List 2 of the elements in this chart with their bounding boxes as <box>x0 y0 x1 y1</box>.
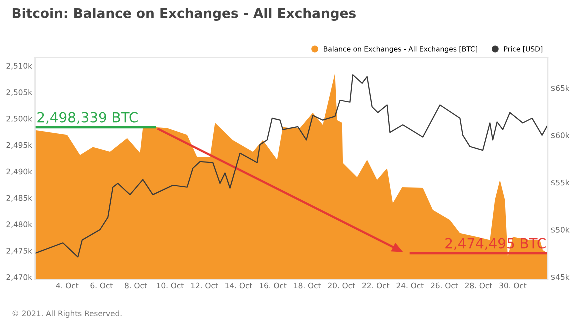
chart-title: Bitcoin: Balance on Exchanges - All Exchanges <box>12 8 356 22</box>
annotation: 2,498,339 BTC <box>38 112 138 124</box>
